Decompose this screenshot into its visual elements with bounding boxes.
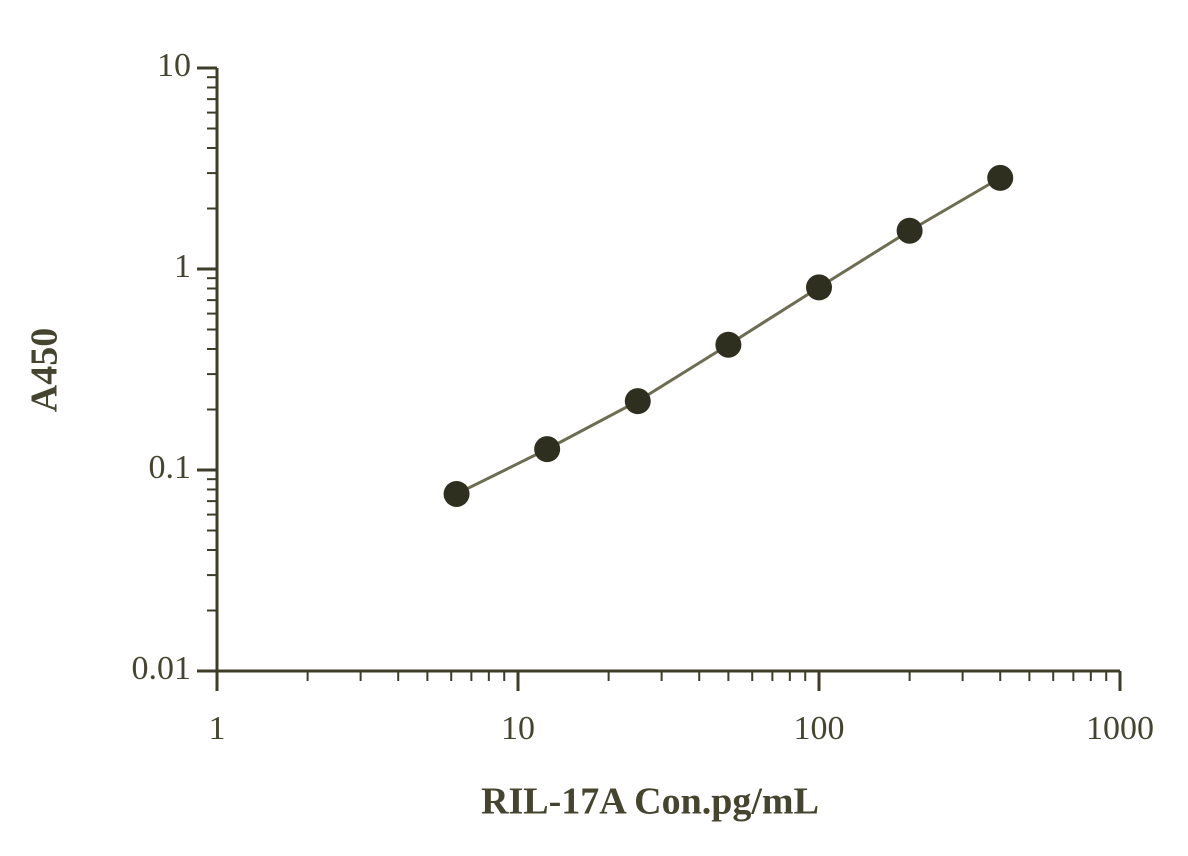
data-point [534, 436, 561, 463]
x-tick-label: 10 [501, 710, 535, 747]
data-point [624, 388, 651, 415]
y-axis-title: A450 [24, 328, 66, 412]
x-tick-label: 1 [209, 710, 226, 747]
x-tick-label: 100 [794, 710, 845, 747]
y-tick-label: 10 [157, 47, 191, 84]
y-tick-label: 0.1 [149, 449, 192, 486]
x-axis-title: RIL-17A Con.pg/mL [481, 781, 819, 823]
data-point [987, 164, 1014, 191]
data-point [806, 274, 832, 301]
data-point [896, 217, 923, 244]
y-tick-label: 1 [174, 248, 191, 285]
data-point [443, 480, 470, 507]
x-tick-label: 1000 [1086, 710, 1154, 747]
y-tick-label: 0.01 [132, 650, 192, 687]
data-point [715, 331, 742, 358]
